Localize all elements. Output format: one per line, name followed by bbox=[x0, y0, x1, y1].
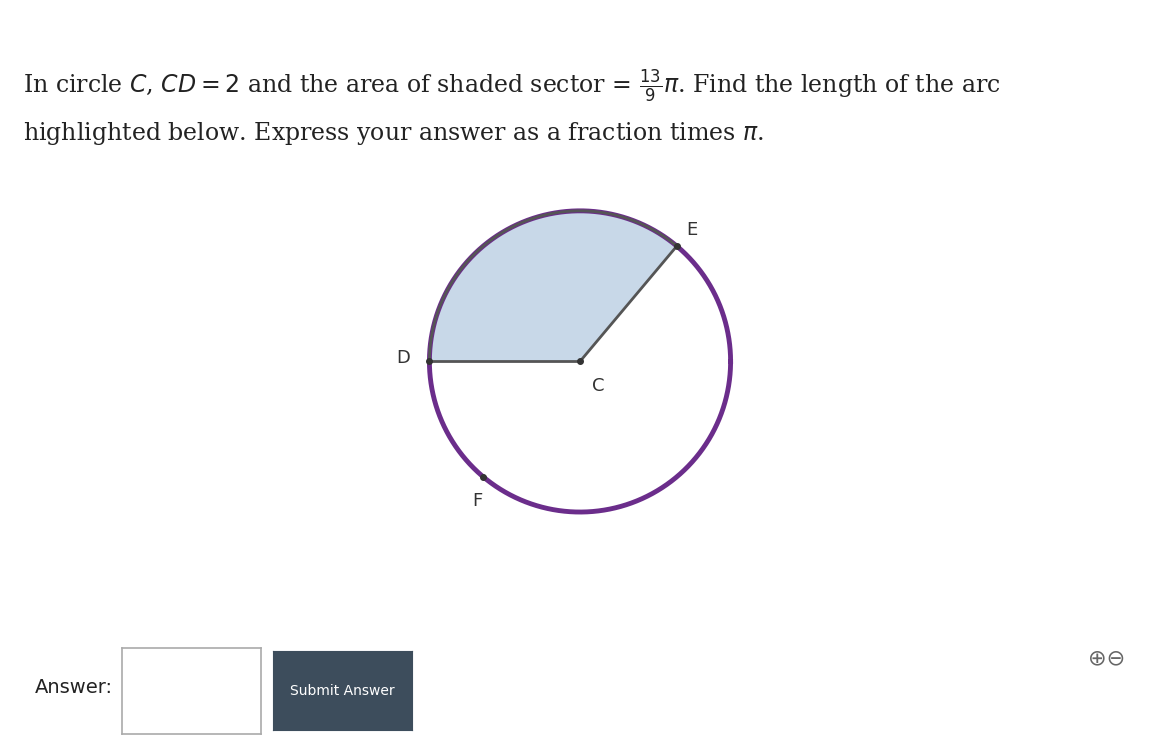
Text: F: F bbox=[472, 492, 483, 510]
Text: D: D bbox=[396, 349, 409, 367]
Text: ⊕⊖: ⊕⊖ bbox=[1088, 648, 1125, 668]
Text: In circle $C$, $CD = 2$ and the area of shaded sector = $\frac{13}{9}\pi$. Find : In circle $C$, $CD = 2$ and the area of … bbox=[23, 68, 1001, 105]
Text: Submit Answer: Submit Answer bbox=[290, 684, 394, 698]
Text: E: E bbox=[686, 221, 697, 239]
Polygon shape bbox=[429, 211, 676, 361]
Text: highlighted below. Express your answer as a fraction times $\pi$.: highlighted below. Express your answer a… bbox=[23, 120, 764, 148]
Text: Answer:: Answer: bbox=[35, 678, 113, 697]
Text: C: C bbox=[592, 376, 604, 395]
